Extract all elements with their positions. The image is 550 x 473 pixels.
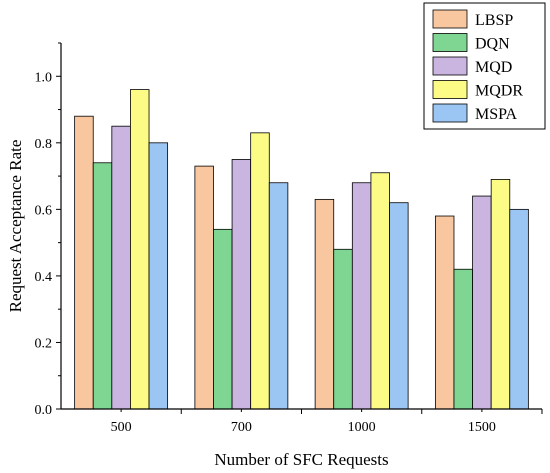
y-tick-label: 0.4 [35, 270, 53, 285]
bar-mqd-1500 [472, 195, 492, 410]
y-tick-label: 0.0 [35, 403, 53, 418]
y-tick-label: 0.8 [35, 137, 53, 152]
legend-swatch-mspa [432, 103, 468, 123]
bar-lbsp-500 [74, 115, 94, 410]
legend-swatch-mqdr [432, 80, 468, 99]
legend-label-mqd: MQD [475, 59, 512, 76]
legend-label-mspa: MSPA [475, 106, 518, 123]
bar-dqn-1000 [333, 248, 353, 410]
bar-dqn-700 [213, 228, 233, 410]
bar-mqd-1000 [351, 182, 372, 410]
bar-mqd-500 [111, 125, 131, 410]
bar-mspa-1500 [509, 208, 529, 410]
bar-mqdr-700 [250, 132, 270, 410]
y-axis-title: Request Acceptance Rate [6, 140, 25, 313]
bar-mqdr-1500 [490, 179, 511, 410]
axes-group: 0.0 0.2 0.4 0.6 0.8 1.0 500 700 1000 1500 [35, 42, 543, 435]
bars-group [74, 89, 529, 410]
y-tick-label: 0.6 [35, 203, 53, 218]
bar-lbsp-1000 [314, 198, 335, 410]
bar-mqd-700 [231, 159, 252, 410]
y-tick-label: 0.2 [35, 336, 53, 351]
bar-dqn-500 [92, 162, 113, 410]
bar-mqdr-1000 [370, 172, 390, 410]
legend: LBSP DQN MQD MQDR MSPA [423, 2, 546, 130]
x-tick-label: 1000 [348, 420, 376, 435]
y-tick-label: 1.0 [35, 70, 53, 85]
legend-swatch-lbsp [432, 9, 468, 29]
bar-lbsp-700 [194, 165, 214, 410]
x-axis-title: Number of SFC Requests [214, 450, 388, 469]
bar-mspa-500 [148, 142, 169, 410]
x-tick-label: 700 [231, 420, 252, 435]
legend-swatch-dqn [432, 33, 468, 52]
bar-dqn-1500 [453, 268, 473, 410]
legend-label-mqdr: MQDR [475, 83, 523, 100]
legend-swatch-mqd [432, 56, 468, 76]
x-tick-label: 500 [111, 420, 132, 435]
bar-mqdr-500 [130, 89, 150, 410]
legend-label-lbsp: LBSP [475, 12, 513, 29]
bar-mspa-1000 [389, 202, 409, 410]
bar-mspa-700 [268, 182, 289, 410]
legend-label-dqn: DQN [475, 36, 510, 53]
x-tick-label: 1500 [468, 420, 496, 435]
bar-lbsp-1500 [434, 215, 455, 410]
